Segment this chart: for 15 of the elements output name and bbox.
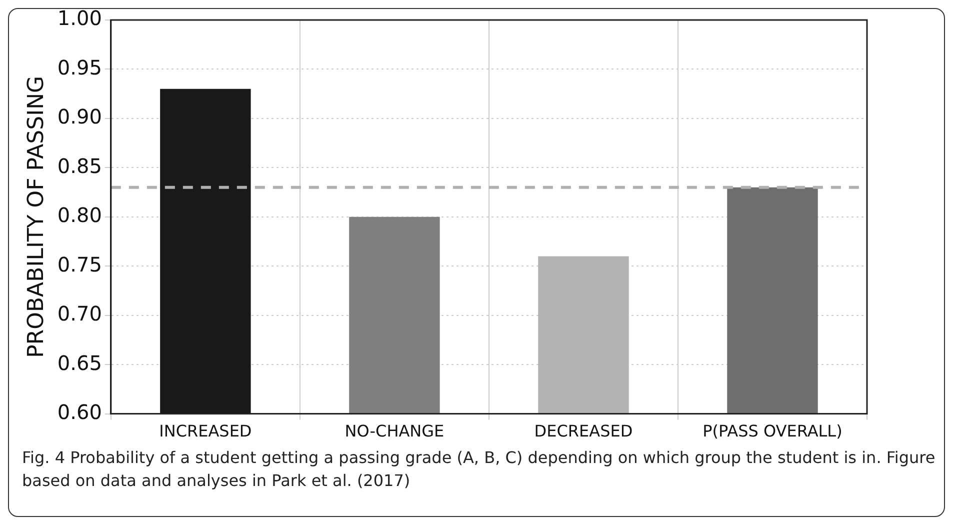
caption: Fig. 4 Probability of a student getting a passing grade (A, B, C) depending on which group the student is in. Figure based on data and analyses in Park et al. (2017)	[22, 447, 936, 492]
y-axis-title: PROBABILITY OF PASSING	[24, 76, 49, 358]
x-tick-label: P(PASS OVERALL)	[702, 422, 842, 441]
x-tick-label: NO-CHANGE	[344, 422, 444, 441]
x-tick-label: INCREASED	[159, 422, 252, 441]
y-tick-label: 0.65	[57, 350, 102, 375]
y-tick-label: 0.85	[57, 154, 102, 178]
y-tick-label: 0.80	[57, 203, 102, 228]
y-tick-label: 0.95	[57, 55, 102, 80]
y-tick-label: 0.70	[57, 302, 102, 326]
y-tick-label: 0.90	[57, 104, 102, 129]
x-tick-label: DECREASED	[534, 422, 633, 441]
y-tick-label: 0.75	[57, 252, 102, 276]
y-tick-label: 0.60	[57, 400, 102, 424]
y-tick-label: 1.00	[57, 6, 102, 30]
